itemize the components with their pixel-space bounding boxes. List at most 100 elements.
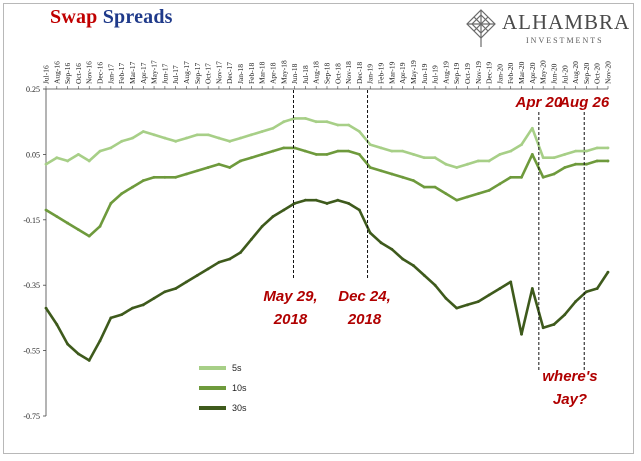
x-tick-label: Dec-18 [355, 62, 364, 84]
x-tick-label: Aug-16 [52, 61, 61, 84]
data-point-10s [152, 175, 156, 179]
data-point-30s [314, 198, 318, 202]
x-tick-label: Jun-18 [290, 63, 299, 84]
data-point-30s [217, 260, 221, 264]
data-point-30s [541, 326, 545, 330]
data-point-5s [595, 146, 599, 150]
data-point-30s [260, 224, 264, 228]
data-point-10s [412, 179, 415, 182]
data-point-30s [66, 342, 70, 346]
data-point-5s [217, 136, 221, 140]
data-point-30s [422, 273, 426, 277]
x-tick-label: Apr-17 [139, 62, 148, 84]
x-tick-label: Feb-17 [117, 63, 126, 84]
data-point-5s [444, 162, 448, 166]
x-tick-label: Jan-17 [106, 64, 115, 84]
data-point-5s [563, 153, 567, 156]
data-point-5s [195, 133, 199, 137]
data-point-10s [109, 202, 113, 205]
data-point-10s [141, 179, 145, 182]
data-point-5s [498, 153, 502, 156]
data-point-30s [98, 339, 102, 343]
x-tick-label: Aug-18 [312, 61, 321, 84]
x-tick-label: Aug-19 [441, 61, 450, 84]
x-tick-label: Feb-20 [506, 63, 515, 84]
data-point-30s [444, 296, 448, 300]
data-point-5s [249, 133, 253, 137]
x-tick-label: Nov-16 [85, 61, 94, 84]
legend-label-10s: 10s [232, 383, 247, 393]
data-point-30s [498, 287, 502, 290]
data-point-10s [44, 208, 48, 212]
data-point-5s [271, 126, 275, 130]
data-point-10s [433, 185, 437, 189]
data-point-30s [552, 323, 556, 326]
data-point-5s [455, 166, 459, 169]
data-point-5s [120, 139, 124, 143]
data-point-5s [239, 136, 242, 140]
x-tick-label: May-19 [409, 60, 418, 84]
data-point-30s [195, 273, 199, 277]
data-point-10s [401, 175, 405, 179]
data-point-5s [260, 130, 264, 133]
data-point-30s [87, 359, 91, 362]
data-point-30s [379, 241, 383, 245]
data-point-5s [163, 136, 167, 140]
data-point-10s [455, 198, 459, 202]
data-point-5s [66, 159, 70, 163]
data-point-30s [347, 202, 351, 205]
data-point-30s [433, 283, 437, 287]
data-point-5s [303, 117, 307, 120]
x-tick-label: Dec-16 [96, 62, 105, 84]
data-point-30s [141, 303, 145, 307]
data-point-10s [98, 224, 102, 228]
series-line-30s [44, 198, 610, 362]
data-point-5s [185, 136, 188, 140]
data-point-5s [55, 156, 59, 160]
data-point-30s [77, 352, 80, 356]
data-point-30s [509, 280, 513, 284]
data-point-5s [401, 149, 405, 153]
data-point-10s [185, 172, 188, 176]
note-label: where's [542, 368, 597, 385]
x-tick-label: Jul-16 [42, 65, 51, 84]
alhambra-logo: ALHAMBRA INVESTMENTS [462, 8, 630, 52]
data-point-10s [368, 166, 372, 169]
data-point-10s [422, 185, 426, 189]
data-point-5s [422, 156, 426, 160]
data-point-5s [206, 133, 210, 137]
data-point-5s [520, 143, 523, 146]
data-point-30s [44, 306, 48, 310]
x-tick-label: May-17 [150, 60, 159, 84]
data-point-10s [174, 175, 178, 179]
x-tick-label: Oct-18 [333, 63, 342, 84]
x-tick-label: Nov-19 [474, 61, 483, 84]
x-tick-label: Jan-19 [366, 64, 375, 84]
alhambra-star-icon [466, 9, 496, 47]
data-point-10s [552, 172, 556, 176]
data-point-5s [412, 153, 415, 156]
data-point-5s [606, 146, 610, 150]
data-point-10s [358, 153, 361, 156]
data-point-30s [455, 306, 459, 310]
data-point-10s [217, 162, 221, 166]
data-point-30s [174, 287, 178, 290]
data-point-10s [239, 159, 242, 163]
y-tick-label: -0.55 [23, 347, 40, 356]
data-point-30s [303, 198, 307, 202]
data-point-5s [174, 139, 178, 143]
data-point-10s [584, 162, 588, 166]
data-point-5s [131, 136, 134, 140]
data-point-10s [530, 153, 534, 156]
data-point-10s [541, 175, 545, 179]
y-tick-label: -0.35 [23, 281, 40, 290]
y-tick-label: -0.75 [23, 412, 40, 421]
data-point-5s [358, 130, 361, 133]
data-point-5s [314, 120, 318, 124]
x-tick-label: Nov-20 [604, 61, 613, 84]
data-point-10s [271, 149, 275, 153]
data-point-5s [552, 156, 556, 160]
x-tick-label: Dec-19 [485, 62, 494, 84]
